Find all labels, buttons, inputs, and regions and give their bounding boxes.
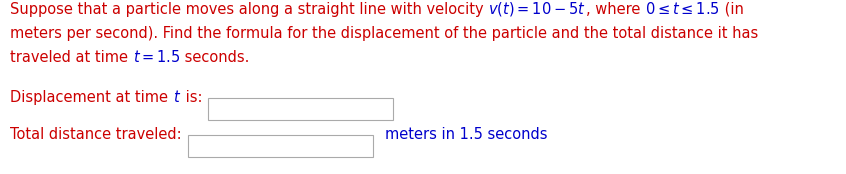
Text: traveled at time: traveled at time [10, 50, 133, 65]
Text: Suppose that a particle moves along a straight line with velocity: Suppose that a particle moves along a st… [10, 2, 488, 17]
Text: seconds.: seconds. [180, 50, 250, 65]
FancyBboxPatch shape [188, 135, 372, 157]
Text: $t = 1.5$: $t = 1.5$ [133, 49, 180, 65]
Text: $t$: $t$ [173, 89, 181, 105]
Text: $0 \leq t \leq 1.5$: $0 \leq t \leq 1.5$ [645, 1, 720, 17]
Text: Displacement at time: Displacement at time [10, 90, 173, 105]
Text: (in: (in [720, 2, 744, 17]
Text: $v(t) = 10-5t$: $v(t) = 10-5t$ [488, 1, 586, 18]
Text: meters in 1.5 seconds: meters in 1.5 seconds [385, 127, 547, 142]
FancyBboxPatch shape [208, 98, 393, 120]
Text: is:: is: [181, 90, 202, 105]
Text: Total distance traveled:: Total distance traveled: [10, 127, 182, 142]
Text: meters per second). Find the formula for the displacement of the particle and th: meters per second). Find the formula for… [10, 26, 758, 41]
Text: , where: , where [586, 2, 645, 17]
